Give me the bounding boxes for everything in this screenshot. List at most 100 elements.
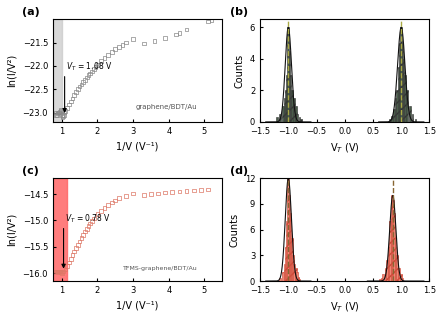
Point <box>54 269 62 274</box>
Point <box>119 42 126 48</box>
Bar <box>290 213 291 281</box>
Bar <box>391 116 393 122</box>
Y-axis label: Counts: Counts <box>234 54 245 88</box>
Point <box>140 41 148 46</box>
Bar <box>400 274 401 281</box>
Point <box>176 189 183 194</box>
Point <box>54 270 61 275</box>
Point <box>64 105 71 110</box>
Bar <box>393 109 395 122</box>
Point <box>54 111 61 116</box>
Point <box>62 267 69 272</box>
Point <box>54 110 62 115</box>
Point <box>190 188 197 193</box>
Bar <box>286 221 288 281</box>
Point <box>58 108 65 113</box>
Bar <box>276 117 278 122</box>
Point <box>85 224 92 229</box>
Point <box>94 212 101 217</box>
Bar <box>388 247 390 281</box>
Bar <box>279 114 281 122</box>
Bar <box>298 277 299 281</box>
Point <box>60 269 67 274</box>
Bar <box>381 278 382 281</box>
Point <box>80 232 87 237</box>
Bar <box>290 74 291 122</box>
Point <box>204 19 211 24</box>
Point <box>53 112 60 117</box>
Bar <box>393 213 395 281</box>
Bar <box>379 279 381 281</box>
Bar <box>395 238 396 281</box>
Text: (b): (b) <box>229 7 248 17</box>
Point <box>172 32 179 37</box>
Point <box>89 218 96 223</box>
Bar <box>284 98 285 122</box>
Bar <box>412 114 413 122</box>
Point <box>66 260 73 265</box>
Point <box>85 73 92 78</box>
Point <box>105 52 112 57</box>
Point <box>183 27 190 32</box>
Bar <box>285 247 287 281</box>
Point <box>83 75 90 80</box>
X-axis label: 1/V (V⁻¹): 1/V (V⁻¹) <box>117 300 159 310</box>
Point <box>66 102 73 107</box>
Point <box>89 69 96 74</box>
Point <box>67 99 74 104</box>
Point <box>97 59 105 64</box>
Point <box>183 188 190 194</box>
Bar <box>391 195 392 281</box>
Bar <box>396 90 398 122</box>
Point <box>71 249 78 254</box>
Point <box>76 84 83 89</box>
Point <box>108 200 115 205</box>
Point <box>112 47 119 52</box>
Point <box>129 191 136 196</box>
Point <box>162 35 169 40</box>
Point <box>58 271 65 276</box>
Bar <box>288 27 289 122</box>
Point <box>74 87 82 92</box>
Bar <box>291 90 293 122</box>
Point <box>176 30 183 36</box>
Point <box>57 269 64 274</box>
Point <box>76 239 83 244</box>
Point <box>52 269 59 274</box>
Y-axis label: ln(I/V²): ln(I/V²) <box>7 54 17 87</box>
Bar <box>299 117 300 122</box>
Point <box>208 18 215 23</box>
Point <box>58 270 65 275</box>
Point <box>53 269 60 274</box>
Point <box>90 216 97 221</box>
X-axis label: 1/V (V⁻¹): 1/V (V⁻¹) <box>117 141 159 151</box>
Bar <box>289 195 290 281</box>
Text: (a): (a) <box>23 7 40 17</box>
Bar <box>398 268 400 281</box>
Bar <box>401 279 403 281</box>
Point <box>56 109 63 115</box>
Point <box>69 96 76 101</box>
Point <box>55 110 62 115</box>
Bar <box>400 27 402 122</box>
Text: TFMS-graphene/BDT/Au: TFMS-graphene/BDT/Au <box>123 265 197 271</box>
Point <box>53 112 60 117</box>
Point <box>101 205 108 210</box>
Bar <box>385 268 386 281</box>
Point <box>92 65 99 70</box>
Bar <box>389 221 391 281</box>
Bar <box>295 268 296 281</box>
Point <box>60 112 67 117</box>
Point <box>80 80 87 85</box>
Y-axis label: ln(I/V²): ln(I/V²) <box>7 213 17 246</box>
Point <box>162 190 169 195</box>
Point <box>101 56 108 61</box>
Point <box>204 187 211 192</box>
Bar <box>401 43 403 122</box>
Point <box>148 192 155 197</box>
Bar <box>406 90 408 122</box>
Bar <box>279 279 281 281</box>
Point <box>69 253 76 258</box>
Point <box>87 221 94 226</box>
Bar <box>293 264 295 281</box>
